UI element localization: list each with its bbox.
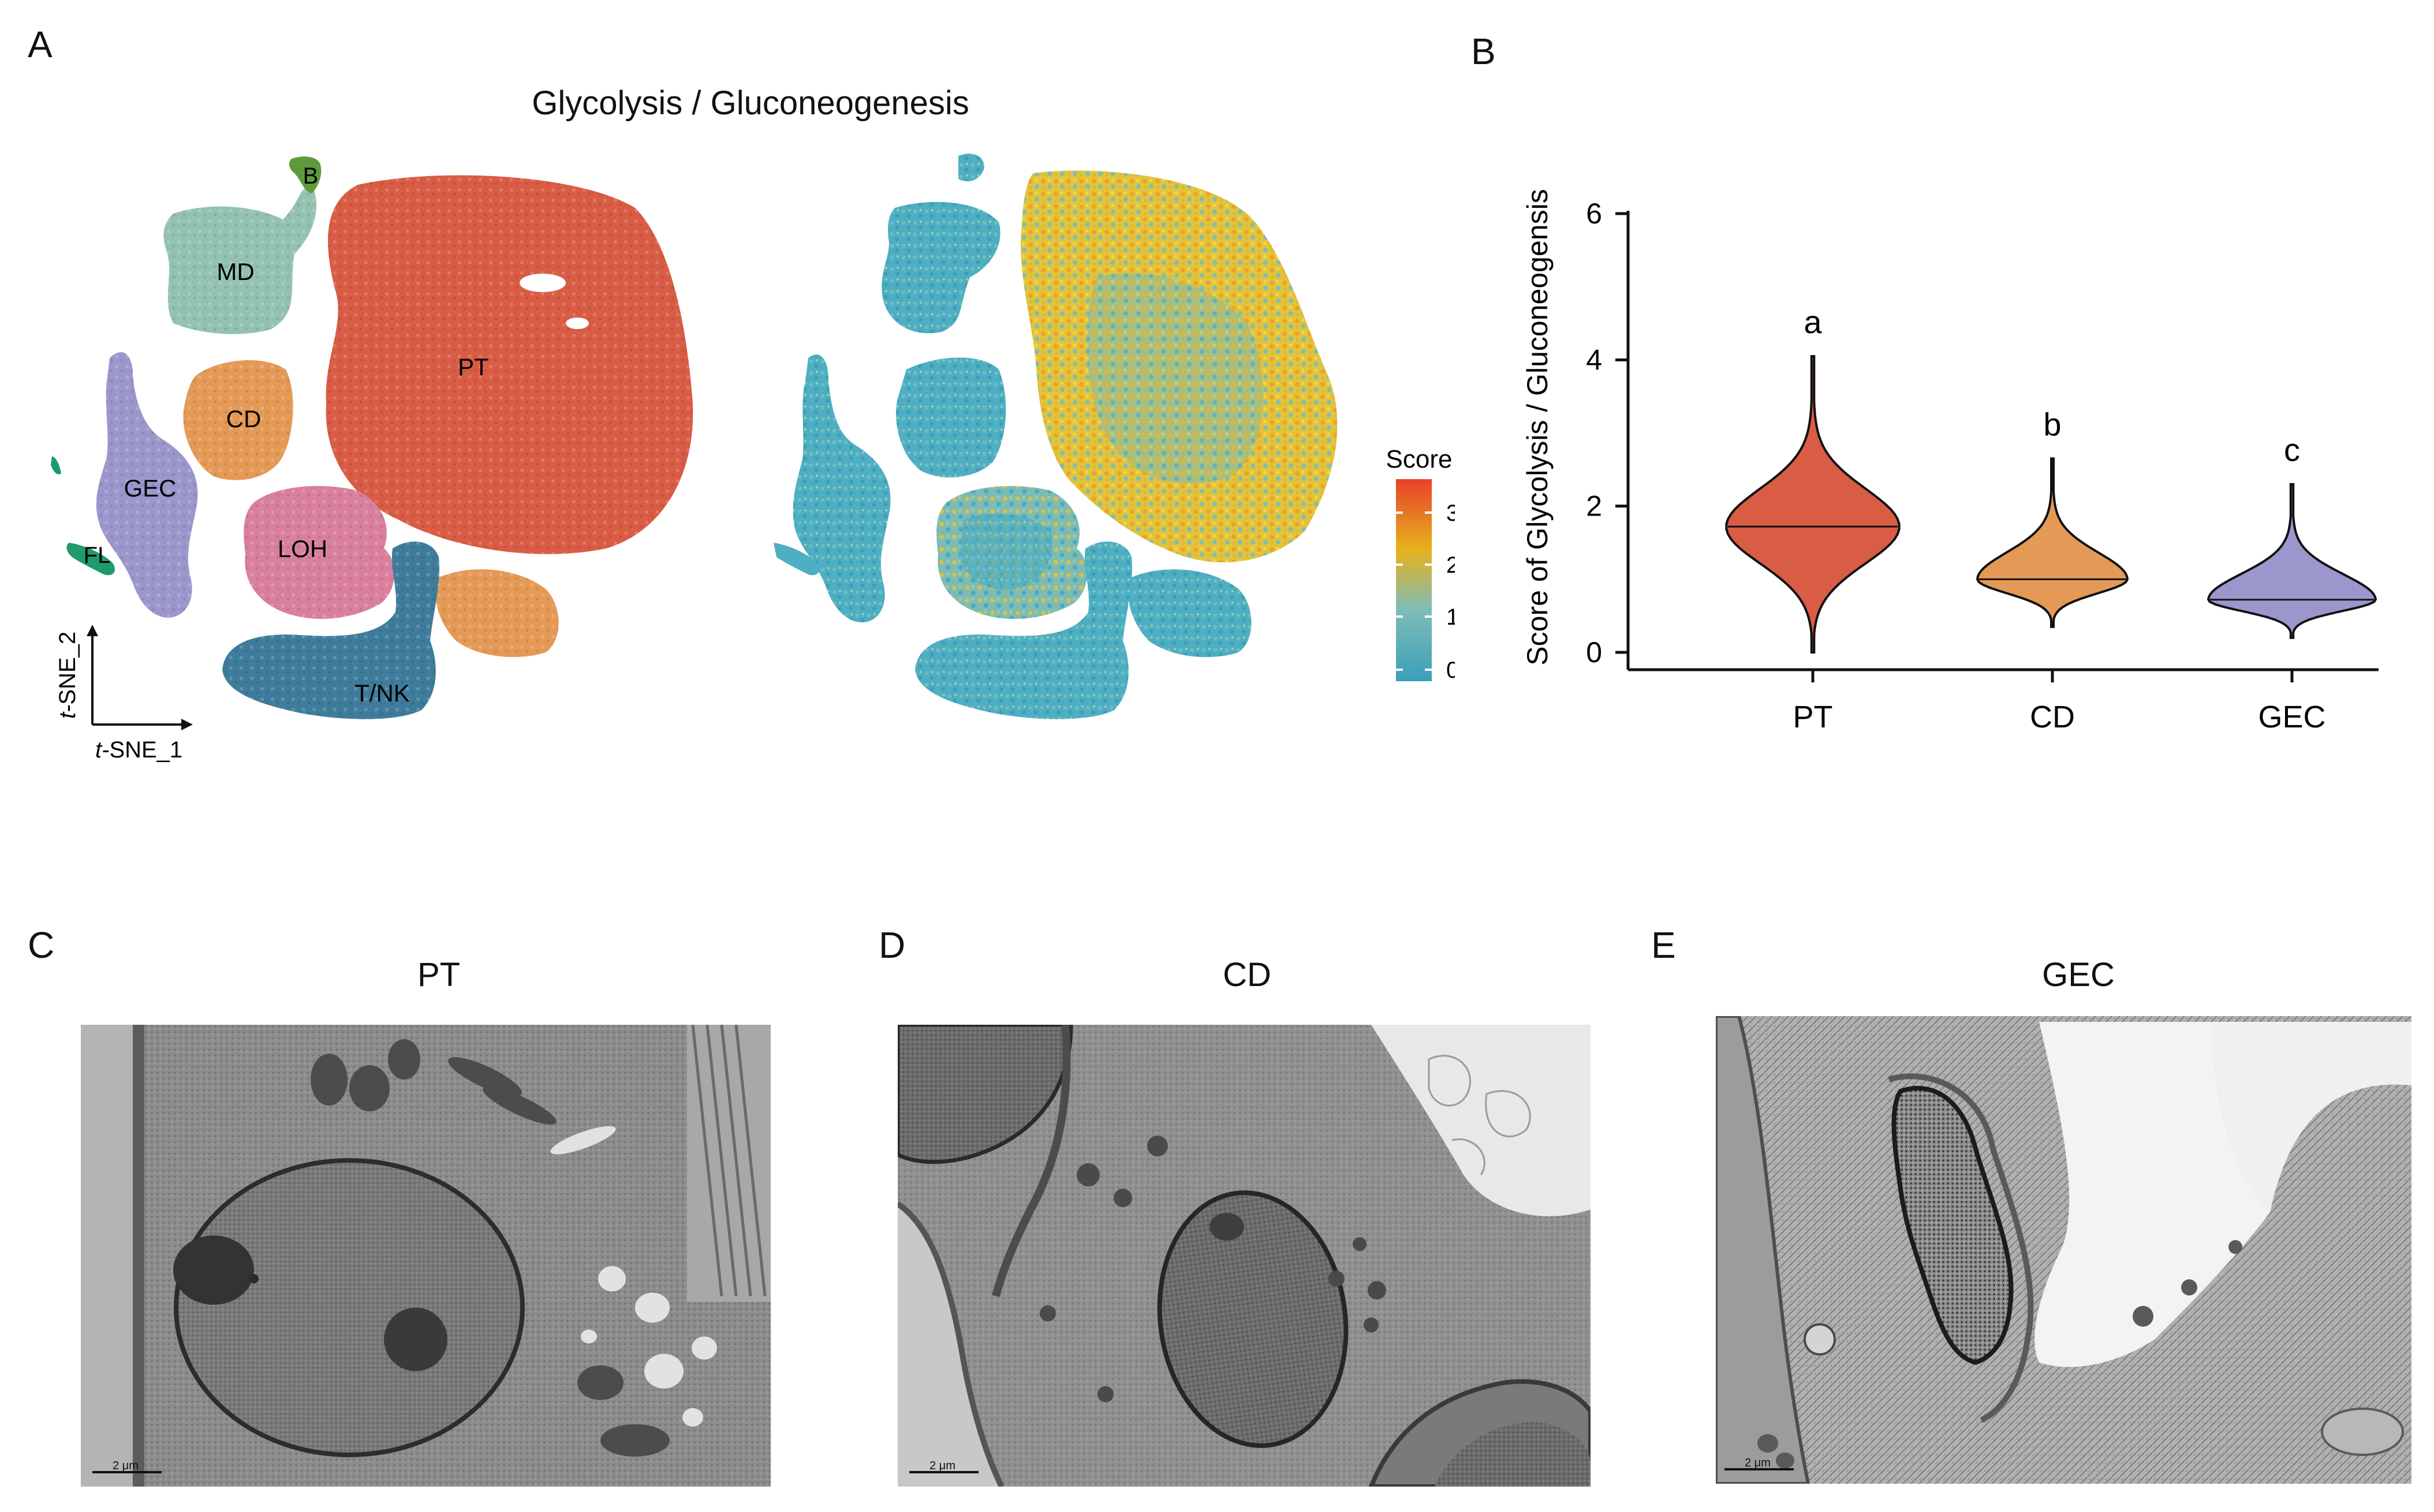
violin-pt <box>1725 355 1901 654</box>
tsne-cluster-plot: PT MD B CD GEC FL LOH T/NK t-SNE_2 t-SNE… <box>51 156 693 763</box>
violin-series: a b c <box>1725 304 2377 654</box>
cluster-label-cd: CD <box>226 405 262 432</box>
panel-e-title: GEC <box>2042 956 2115 994</box>
panel-letter-c: C <box>28 924 55 966</box>
score-colorbar: Score 3 2 1 0 <box>1386 445 1455 683</box>
y-tick-label: 4 <box>1586 344 1602 376</box>
significance-letter-cd: b <box>2043 406 2061 442</box>
colorbar-tick-3: 3 <box>1446 501 1455 526</box>
cluster-label-fl: FL <box>84 543 111 568</box>
scalebar-cd: 2 μm <box>929 1459 955 1472</box>
panel-a-title: Glycolysis / Gluconeogenesis <box>532 84 969 122</box>
cluster-label-t-nk: T/NK <box>354 680 410 707</box>
violin-cd <box>1976 457 2129 628</box>
violin-x-axis: PT CD GEC <box>1628 668 2379 734</box>
scalebar-pt: 2 μm <box>113 1459 139 1472</box>
cluster-fl <box>66 543 115 576</box>
cluster-label-b: B <box>303 163 319 189</box>
panel-letter-d: D <box>879 924 906 966</box>
colorbar-tick-1: 1 <box>1446 604 1455 630</box>
em-image-gec: 2 μm <box>1716 1016 2411 1484</box>
panel-d-title: CD <box>1223 956 1271 994</box>
scalebar-gec: 2 μm <box>1745 1457 1771 1469</box>
violin-chart: Score of Glycolysis / Gluconeogensis 0 2 4… <box>1521 189 2379 734</box>
colorbar-tick-2: 2 <box>1446 552 1455 578</box>
cluster-b <box>289 156 322 193</box>
cluster-label-gec: GEC <box>124 475 176 502</box>
panel-letter-e: E <box>1651 924 1676 966</box>
cluster-label-pt: PT <box>458 353 489 380</box>
violin-gec <box>2207 483 2377 639</box>
y-tick-label: 0 <box>1586 636 1602 669</box>
x-tick-label-cd: CD <box>2030 700 2075 734</box>
tsne-axes <box>87 625 193 730</box>
tsne-figure: PT MD B CD GEC FL LOH T/NK t-SNE_2 t-SNE… <box>51 154 1455 763</box>
x-tick-label-gec: GEC <box>2258 700 2325 734</box>
em-image-pt: 2 μm <box>81 1025 771 1487</box>
x-tick-label-pt: PT <box>1793 700 1832 734</box>
violin-y-label: Score of Glycolysis / Gluconeogensis <box>1521 189 1554 665</box>
y-tick-label: 6 <box>1586 197 1602 230</box>
significance-letter-pt: a <box>1804 304 1822 340</box>
panel-letter-a: A <box>28 24 53 65</box>
cluster-label-loh: LOH <box>278 535 327 562</box>
violin-y-axis: 0 2 4 6 <box>1586 197 1630 670</box>
tsne-score-plot <box>774 154 1338 719</box>
y-tick-label: 2 <box>1586 490 1602 522</box>
panel-letter-b: B <box>1471 31 1496 72</box>
em-image-cd: 2 μm <box>898 1025 1591 1487</box>
tsne-axis-y-label: t-SNE_2 <box>55 632 80 719</box>
panel-c-title: PT <box>417 956 461 994</box>
colorbar-tick-0: 0 <box>1446 658 1455 683</box>
tsne-axis-x-label: t-SNE_1 <box>95 737 182 763</box>
colorbar-title: Score <box>1386 445 1453 473</box>
significance-letter-gec: c <box>2284 432 2300 468</box>
cluster-label-md: MD <box>216 258 254 285</box>
